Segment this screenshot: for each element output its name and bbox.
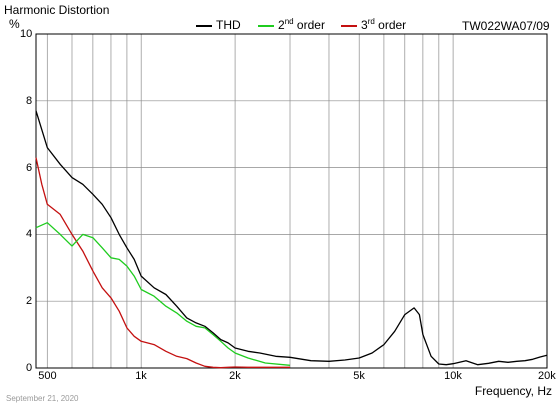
y-tick-label: 10	[20, 28, 33, 40]
legend-swatch-3rd-order	[341, 25, 357, 27]
series-line-3rd-order	[35, 157, 290, 369]
series-line-thd	[35, 110, 548, 366]
x-tick-label: 1k	[135, 370, 147, 382]
model-label: TW022WA07/09	[462, 19, 550, 33]
y-tick-label: 4	[26, 228, 33, 241]
y-tick-label: 2	[26, 295, 33, 308]
series-line-2nd-order	[35, 222, 291, 366]
legend-label-thd: THD	[216, 18, 241, 32]
y-tick-label: 8	[26, 94, 33, 107]
x-tick-label: 500	[38, 370, 57, 382]
legend-swatch-thd	[196, 25, 212, 27]
legend-swatch-2nd-order	[258, 25, 274, 27]
plot-frame	[35, 33, 548, 369]
y-tick-label: 6	[26, 161, 33, 174]
x-tick-label: 2k	[229, 370, 241, 382]
y-axis-label: %	[9, 17, 20, 31]
y-tick-label: 0	[26, 362, 33, 374]
legend-label-2nd-order: 2nd order	[278, 17, 325, 33]
x-tick-label: 5k	[353, 370, 365, 382]
chart-title: Harmonic Distortion	[4, 3, 110, 17]
x-tick-label: 20k	[538, 370, 556, 382]
x-axis-label: Frequency, Hz	[474, 384, 552, 398]
date-stamp: September 21, 2020	[6, 394, 79, 403]
x-tick-label: 10k	[444, 370, 462, 382]
legend-label-3rd-order: 3rd order	[361, 17, 407, 33]
